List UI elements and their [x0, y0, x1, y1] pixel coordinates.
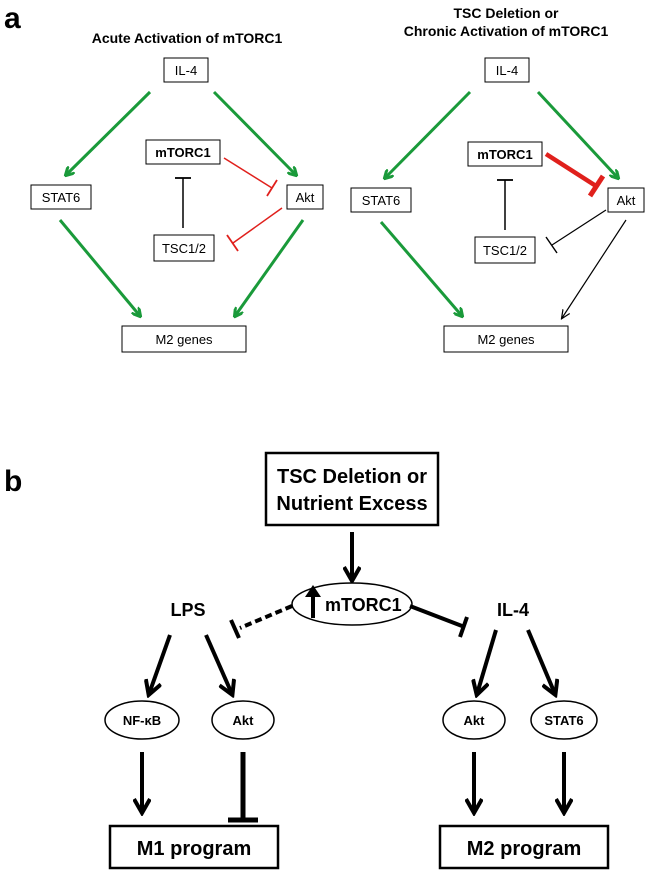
inhibit-mtorc1-akt-right: [544, 152, 598, 188]
tsc-box-left: [153, 234, 215, 262]
il4-label-left: IL-4: [175, 63, 197, 78]
panel-b-diagram: TSC Deletion or Nutrient Excess mTORC1 L…: [104, 451, 610, 870]
panel-b-label: b: [4, 465, 22, 498]
akt-label-right: Akt: [617, 193, 636, 208]
akt-ellipse-left: [211, 700, 275, 740]
akt-box-left: [286, 184, 324, 210]
inhibit-akt-tsc-left: [232, 207, 283, 244]
mtorc1-box-left: [145, 139, 221, 165]
mtorc1-label-left: mTORC1: [155, 145, 210, 160]
stat6-label-b: STAT6: [544, 713, 583, 728]
tsc-nutrient-line2: Nutrient Excess: [276, 493, 427, 515]
arrow-stat6-m2-left: [58, 219, 140, 316]
arrow-il4-akt: [477, 629, 498, 694]
m2-program-label: M2 program: [467, 838, 581, 860]
panel-a-label: a: [4, 2, 21, 35]
inhibit-mtorc1-il4-akt: [409, 604, 463, 628]
akt-box-right: [607, 187, 645, 213]
mtorc1-box-right: [467, 141, 543, 167]
akt-label-b-left: Akt: [233, 713, 255, 728]
lps-label: LPS: [170, 600, 205, 620]
stat6-label-right: STAT6: [362, 193, 401, 208]
arrow-lps-nfkb: [149, 634, 172, 694]
stat6-box-left: [30, 184, 92, 210]
akt-label-left: Akt: [296, 190, 315, 205]
il4-label-right: IL-4: [496, 63, 518, 78]
m2-genes-box-left: [121, 325, 247, 353]
arrow-akt-m2-left: [235, 219, 305, 316]
akt-label-b-right: Akt: [464, 713, 486, 728]
m1-program-box: [108, 824, 280, 870]
arrow-stat6-m2-right: [379, 221, 462, 316]
akt-ellipse-right: [442, 700, 506, 740]
nfkb-ellipse: [104, 700, 180, 740]
m2-genes-label-right: M2 genes: [477, 332, 535, 347]
panel-a-right-diagram: TSC Deletion or Chronic Activation of mT…: [350, 5, 645, 353]
arrow-il4-stat6-right: [385, 90, 472, 178]
mtorc1-ellipse: [291, 582, 413, 626]
arrow-il4-stat6-left: [66, 90, 152, 175]
nfkb-label: NF-κB: [123, 713, 161, 728]
il4-box-left: [163, 57, 209, 83]
arrow-il4-akt-left: [212, 90, 296, 175]
arrow-akt-m2-right: [562, 219, 627, 318]
tsc-label-right: TSC1/2: [483, 243, 527, 258]
stat6-ellipse: [530, 700, 598, 740]
arrow-lps-akt: [204, 634, 232, 694]
inhibit-mtorc1-lps-akt: [239, 604, 293, 630]
inhibit-akt-tsc-right: [551, 209, 607, 246]
tsc-label-left: TSC1/2: [162, 241, 206, 256]
right-title-line2: Chronic Activation of mTORC1: [404, 23, 609, 39]
right-title-line1: TSC Deletion or: [453, 5, 559, 21]
arrow-il4-akt-right: [536, 90, 618, 178]
tsc-nutrient-box: [264, 451, 440, 527]
panel-a-left-diagram: Acute Activation of mTORC1 IL-4 STAT6 mT…: [30, 30, 324, 353]
tsc-box-right: [474, 236, 536, 264]
mtorc1-label-right: mTORC1: [477, 147, 532, 162]
m2-genes-box-right: [443, 325, 569, 353]
tsc-nutrient-line1: TSC Deletion or: [277, 466, 427, 488]
mtorc1-label-b: mTORC1: [325, 595, 402, 615]
stat6-label-left: STAT6: [42, 190, 81, 205]
arrow-il4-stat6: [526, 629, 555, 694]
inhibit-mtorc1-akt-left: [223, 157, 273, 189]
left-title: Acute Activation of mTORC1: [92, 30, 283, 46]
il4-label-b: IL-4: [497, 600, 529, 620]
m2-genes-label-left: M2 genes: [155, 332, 213, 347]
il4-box-right: [484, 57, 530, 83]
stat6-box-right: [350, 187, 412, 213]
m1-program-label: M1 program: [137, 838, 251, 860]
m2-program-box: [438, 824, 610, 870]
